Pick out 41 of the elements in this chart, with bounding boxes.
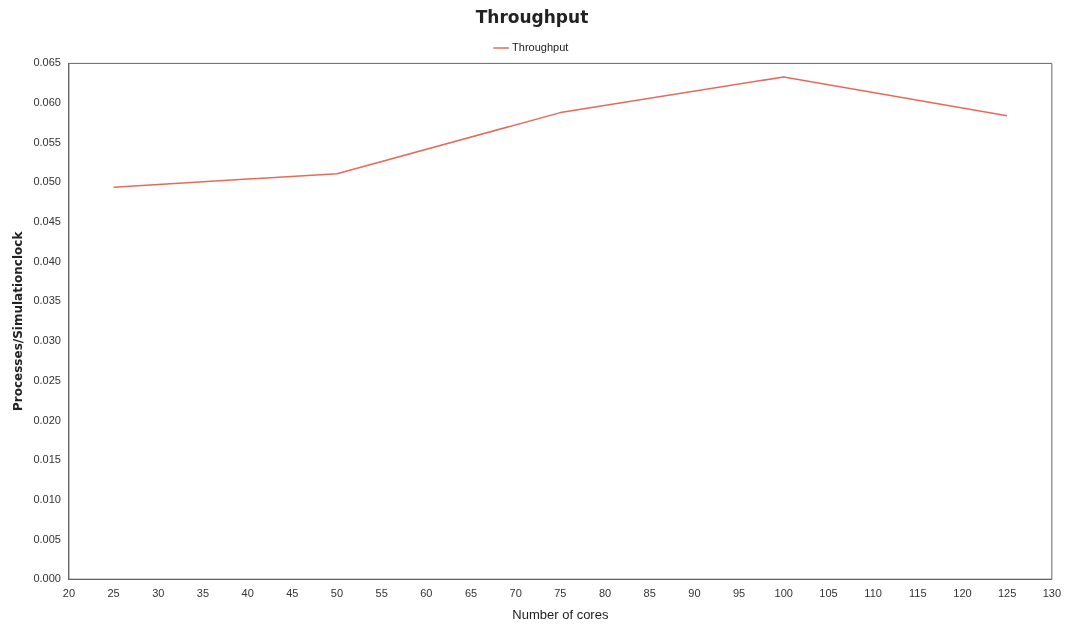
x-tick-label: 120 <box>953 586 972 599</box>
y-axis-title: Processes/Simulationclock <box>11 230 26 411</box>
x-tick-label: 70 <box>509 586 522 599</box>
x-tick-label: 85 <box>643 586 656 599</box>
x-tick-label: 65 <box>464 586 478 599</box>
x-tick-label: 100 <box>774 586 793 599</box>
y-tick-label: 0.000 <box>33 572 61 585</box>
x-tick-label: 95 <box>732 586 746 599</box>
x-tick-label: 55 <box>375 586 388 599</box>
y-tick-label: 0.030 <box>33 334 61 347</box>
x-tick-label: 60 <box>420 586 433 599</box>
y-tick-label: 0.040 <box>33 254 61 267</box>
y-tick-label: 0.005 <box>33 532 61 545</box>
y-tick-label: 0.050 <box>33 175 61 188</box>
y-tick-label: 0.055 <box>33 135 61 148</box>
y-tick-label: 0.065 <box>33 56 61 69</box>
x-tick-label: 105 <box>819 586 838 599</box>
y-tick-label: 0.045 <box>33 215 61 228</box>
x-tick-label: 50 <box>330 586 344 599</box>
x-tick-label: 115 <box>909 586 927 599</box>
y-tick-label: 0.060 <box>33 96 61 109</box>
y-tick-label: 0.015 <box>33 453 61 466</box>
chart-title: Throughput <box>475 6 589 27</box>
x-tick-label: 40 <box>241 586 254 599</box>
x-tick-label: 45 <box>286 586 299 599</box>
y-tick-label: 0.035 <box>33 294 61 307</box>
x-tick-label: 80 <box>598 586 612 599</box>
x-tick-label: 75 <box>554 586 567 599</box>
x-tick-label: 90 <box>688 586 701 599</box>
y-tick-label: 0.010 <box>33 492 61 505</box>
y-tick-label: 0.025 <box>33 373 61 386</box>
legend-label: Throughput <box>512 40 569 53</box>
x-tick-label: 20 <box>62 586 76 599</box>
x-tick-label: 35 <box>196 586 210 599</box>
x-tick-label: 25 <box>107 586 120 599</box>
x-tick-label: 30 <box>152 586 165 599</box>
x-tick-label: 125 <box>997 586 1017 599</box>
y-tick-label: 0.020 <box>33 413 61 426</box>
x-axis-title: Number of cores <box>512 606 609 622</box>
x-tick-label: 130 <box>1042 586 1061 599</box>
x-tick-label: 110 <box>864 586 882 599</box>
